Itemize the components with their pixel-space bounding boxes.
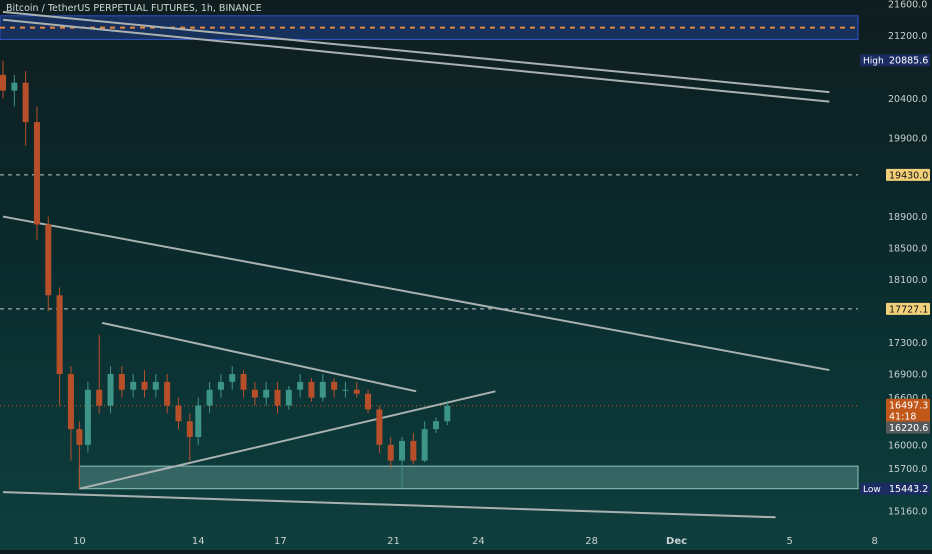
candle-body <box>331 381 338 390</box>
y-tick-label: 20400.0 <box>888 94 927 105</box>
last-price-text: 16497.3 <box>889 401 928 412</box>
x-tick-label: 5 <box>787 536 793 547</box>
x-tick-label: 24 <box>472 536 485 547</box>
trendline-upper-descending-a <box>2 10 830 94</box>
candles <box>0 60 451 489</box>
y-tick-label: 19900.0 <box>888 133 927 144</box>
y-tick-label: 15160.0 <box>888 507 927 518</box>
x-tick-label: 21 <box>387 536 400 547</box>
support-zone <box>78 465 859 490</box>
candle-body <box>229 374 236 382</box>
candle-body <box>308 381 315 398</box>
level-tag-0-text: 19430.0 <box>889 170 928 181</box>
y-tick-label: 21200.0 <box>888 31 927 42</box>
candle-body <box>263 389 270 398</box>
y-tick-label: 18500.0 <box>888 244 927 255</box>
candle-body <box>206 389 213 406</box>
y-tick-label: 21600.0 <box>888 0 927 11</box>
y-tick-label: 16600.0 <box>888 393 927 404</box>
candle-body <box>410 440 417 461</box>
resistance-band <box>0 15 859 40</box>
candle-body <box>376 409 383 445</box>
candle-body <box>118 374 125 390</box>
candle-body <box>297 381 304 390</box>
candle-body <box>107 374 114 406</box>
candle-body <box>399 440 406 461</box>
candle-body <box>285 389 292 406</box>
countdown-text: 41:18 <box>889 412 916 423</box>
level-tag-1-bg <box>886 302 930 315</box>
candle-body <box>274 389 281 406</box>
high-tag-side-text: High <box>863 57 884 67</box>
candle-body <box>365 393 372 410</box>
candle-body <box>319 381 326 398</box>
candle-body <box>130 381 137 390</box>
x-tick-label: Dec <box>666 536 687 547</box>
high-tag-side-bg <box>860 54 886 67</box>
price-axis: 21600.0 21200.0 20400.0 19900.0 18900.0 18500… <box>888 0 927 518</box>
candle-body <box>195 405 202 437</box>
last-price-tag-bg <box>886 398 930 423</box>
y-tick-label: 18100.0 <box>888 275 927 286</box>
candle-body <box>421 429 428 461</box>
candle-body <box>76 429 83 445</box>
candle-body <box>186 421 193 437</box>
candle-body <box>67 374 74 430</box>
candle-body <box>240 374 247 390</box>
candle-body <box>217 381 224 390</box>
candle-body <box>56 295 63 375</box>
y-tick-label: 15700.0 <box>888 464 927 475</box>
x-tick-label: 14 <box>192 536 205 547</box>
candle-body <box>84 389 91 445</box>
y-tick-label: 17300.0 <box>888 338 927 349</box>
x-tick-label: 8 <box>871 536 877 547</box>
chart-title: Bitcoin / TetherUS PERPETUAL FUTURES, 1h… <box>6 3 262 14</box>
level-tag-0-bg <box>886 168 930 181</box>
candle-body <box>45 224 52 296</box>
prev-close-tag-bg <box>886 421 930 434</box>
candle-body <box>251 389 258 398</box>
time-axis: 10 14 17 21 24 28 Dec 5 8 <box>73 536 878 547</box>
candle-body <box>22 82 29 123</box>
y-tick-label: 18900.0 <box>888 212 927 223</box>
trendline-upper-descending-b <box>2 18 830 103</box>
low-tag-bg <box>886 482 930 495</box>
y-tick-label: 16900.0 <box>888 370 927 381</box>
low-tag-side-bg <box>860 482 886 495</box>
candle-body <box>11 82 18 91</box>
x-tick-label: 10 <box>73 536 86 547</box>
high-tag-text: 20885.6 <box>889 56 928 67</box>
candle-body <box>387 444 394 461</box>
candle-body <box>353 389 360 394</box>
prev-close-text: 16220.6 <box>889 423 928 434</box>
candle-body <box>152 381 159 390</box>
low-tag-text: 15443.2 <box>889 484 928 495</box>
level-tag-1-text: 17727.1 <box>889 304 928 315</box>
candle-body <box>33 122 40 225</box>
y-tick-label: 16000.0 <box>888 440 927 451</box>
candle-body <box>432 421 439 430</box>
candle-body <box>0 74 6 91</box>
trendline-mid-descending <box>2 215 830 372</box>
trendline-triangle-bottom <box>79 390 496 490</box>
high-tag-bg <box>886 54 930 67</box>
candle-body <box>96 389 103 406</box>
candle-body <box>342 389 349 391</box>
x-tick-label: 17 <box>274 536 287 547</box>
x-tick-label: 28 <box>585 536 598 547</box>
candle-body <box>164 381 171 406</box>
candle-body <box>444 405 451 422</box>
candle-body <box>175 405 182 422</box>
candle-body <box>141 381 148 390</box>
low-tag-side-text: Low <box>863 485 881 495</box>
trendline-lower-descending <box>2 491 776 519</box>
trendline-triangle-top <box>101 321 417 393</box>
